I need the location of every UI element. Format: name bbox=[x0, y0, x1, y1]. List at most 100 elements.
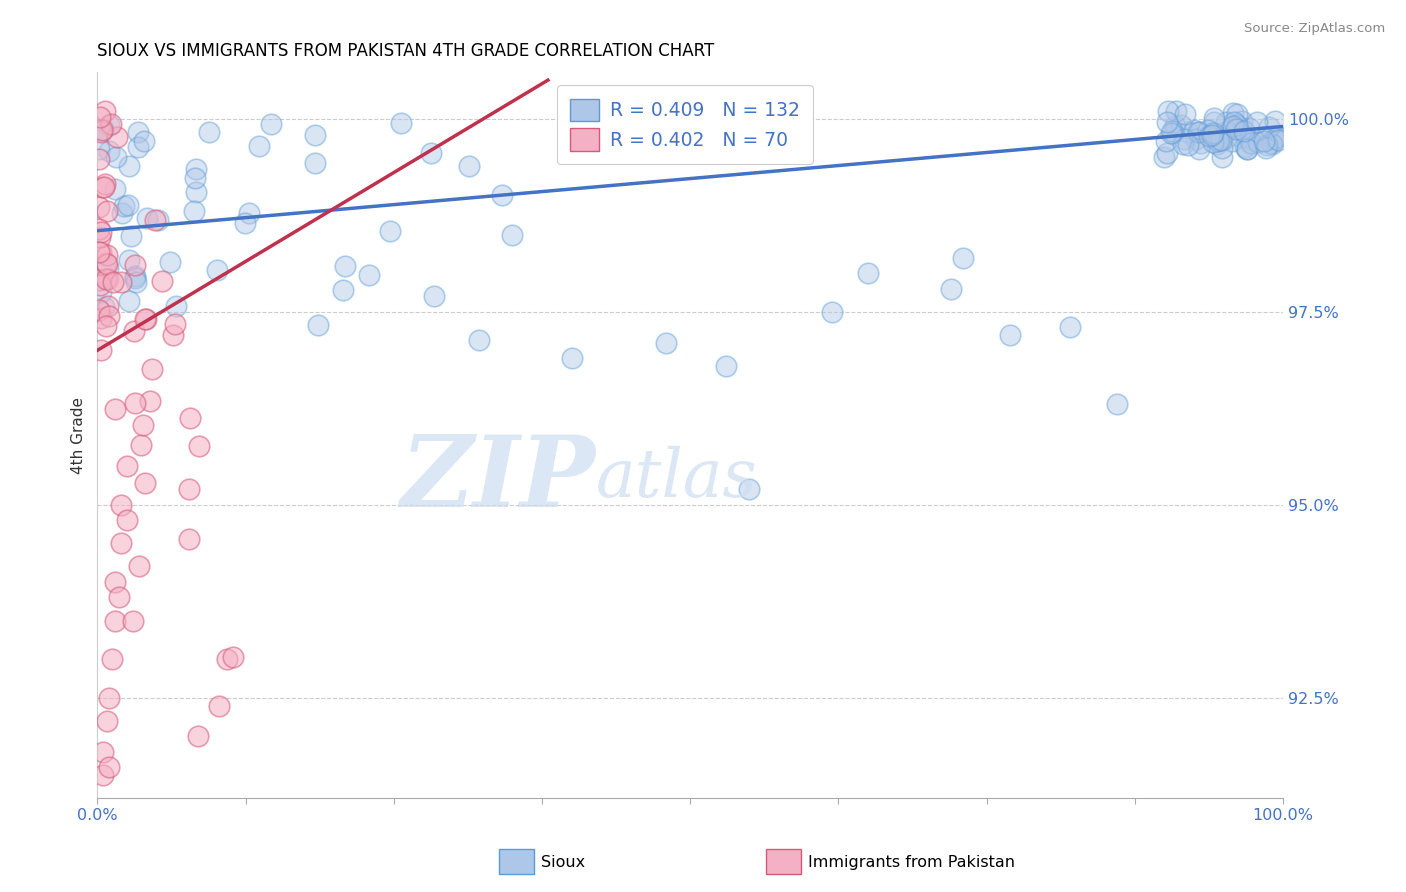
Point bbox=[1187, 125, 1209, 139]
Point bbox=[856, 266, 879, 280]
Point bbox=[247, 139, 270, 153]
Point bbox=[89, 244, 111, 259]
Point bbox=[1188, 125, 1211, 139]
Point bbox=[952, 251, 974, 265]
Point bbox=[100, 652, 122, 666]
Point bbox=[104, 401, 127, 416]
Point bbox=[1154, 135, 1177, 149]
Point bbox=[132, 135, 155, 149]
Point bbox=[1225, 122, 1247, 136]
Point bbox=[1202, 115, 1225, 129]
Point bbox=[1223, 115, 1246, 129]
Point bbox=[1000, 327, 1022, 342]
Point bbox=[110, 498, 132, 512]
Point bbox=[1188, 142, 1211, 156]
Point bbox=[939, 282, 962, 296]
Point bbox=[93, 300, 115, 314]
Point bbox=[217, 652, 239, 666]
Point bbox=[97, 272, 120, 286]
Point bbox=[1261, 136, 1284, 151]
Text: Immigrants from Pakistan: Immigrants from Pakistan bbox=[808, 855, 1015, 870]
Point bbox=[1202, 111, 1225, 125]
Point bbox=[1239, 120, 1261, 135]
Point bbox=[91, 768, 114, 782]
Point bbox=[1211, 141, 1233, 155]
Point bbox=[335, 259, 357, 273]
Point bbox=[183, 204, 205, 219]
Point bbox=[186, 162, 208, 177]
Point bbox=[91, 745, 114, 759]
Point bbox=[1237, 132, 1260, 146]
Point bbox=[1230, 130, 1253, 145]
Point bbox=[457, 160, 479, 174]
Point bbox=[1202, 126, 1225, 140]
Point bbox=[1267, 133, 1289, 147]
Point bbox=[122, 614, 145, 628]
Point bbox=[150, 274, 173, 288]
Point bbox=[89, 110, 111, 124]
Point bbox=[118, 294, 141, 309]
Point bbox=[134, 475, 156, 490]
Point bbox=[124, 268, 146, 283]
Point bbox=[107, 591, 129, 605]
Point bbox=[501, 227, 523, 242]
Point bbox=[1254, 130, 1277, 145]
Point bbox=[1246, 115, 1268, 129]
Point bbox=[332, 283, 354, 297]
Point bbox=[162, 328, 184, 343]
Point bbox=[93, 180, 115, 194]
Point bbox=[115, 459, 138, 474]
Point bbox=[120, 229, 142, 244]
Point bbox=[135, 211, 157, 225]
Point bbox=[1265, 131, 1288, 145]
Point bbox=[1198, 128, 1220, 143]
Point bbox=[1220, 134, 1243, 148]
Point bbox=[423, 289, 446, 303]
Point bbox=[135, 312, 157, 326]
Point bbox=[1234, 140, 1257, 154]
Text: ZIP: ZIP bbox=[401, 431, 595, 527]
Point bbox=[91, 121, 114, 136]
Point bbox=[87, 273, 110, 287]
Point bbox=[304, 156, 326, 170]
Point bbox=[1226, 118, 1249, 132]
Point bbox=[1211, 150, 1233, 164]
Point bbox=[1213, 124, 1236, 138]
Point bbox=[179, 411, 201, 425]
Point bbox=[1059, 320, 1081, 334]
Point bbox=[90, 125, 112, 139]
Point bbox=[90, 225, 112, 239]
Text: SIOUX VS IMMIGRANTS FROM PAKISTAN 4TH GRADE CORRELATION CHART: SIOUX VS IMMIGRANTS FROM PAKISTAN 4TH GR… bbox=[97, 42, 714, 60]
Point bbox=[1240, 136, 1263, 150]
Point bbox=[87, 153, 110, 167]
Point bbox=[115, 513, 138, 527]
Point bbox=[1201, 128, 1223, 142]
Legend: R = 0.409   N = 132, R = 0.402   N = 70: R = 0.409 N = 132, R = 0.402 N = 70 bbox=[557, 86, 813, 164]
Point bbox=[359, 268, 381, 283]
Point bbox=[104, 614, 127, 628]
Text: atlas: atlas bbox=[595, 446, 756, 511]
Point bbox=[127, 125, 149, 139]
Point bbox=[124, 396, 146, 410]
Point bbox=[90, 310, 112, 325]
Point bbox=[104, 574, 127, 589]
Point bbox=[1157, 103, 1180, 118]
Point bbox=[1208, 133, 1230, 147]
Point bbox=[118, 252, 141, 267]
Point bbox=[129, 438, 152, 452]
Point bbox=[139, 394, 162, 409]
Point bbox=[94, 319, 117, 334]
Point bbox=[1197, 123, 1219, 137]
Text: Source: ZipAtlas.com: Source: ZipAtlas.com bbox=[1244, 22, 1385, 36]
Point bbox=[1264, 114, 1286, 128]
Point bbox=[821, 304, 844, 318]
Point bbox=[98, 119, 121, 133]
Point bbox=[221, 650, 243, 665]
Point bbox=[1206, 134, 1229, 148]
Text: Sioux: Sioux bbox=[541, 855, 585, 870]
Point bbox=[561, 351, 583, 365]
Point bbox=[238, 206, 260, 220]
Point bbox=[1177, 125, 1199, 139]
Point bbox=[1191, 136, 1213, 150]
Point bbox=[89, 229, 111, 244]
